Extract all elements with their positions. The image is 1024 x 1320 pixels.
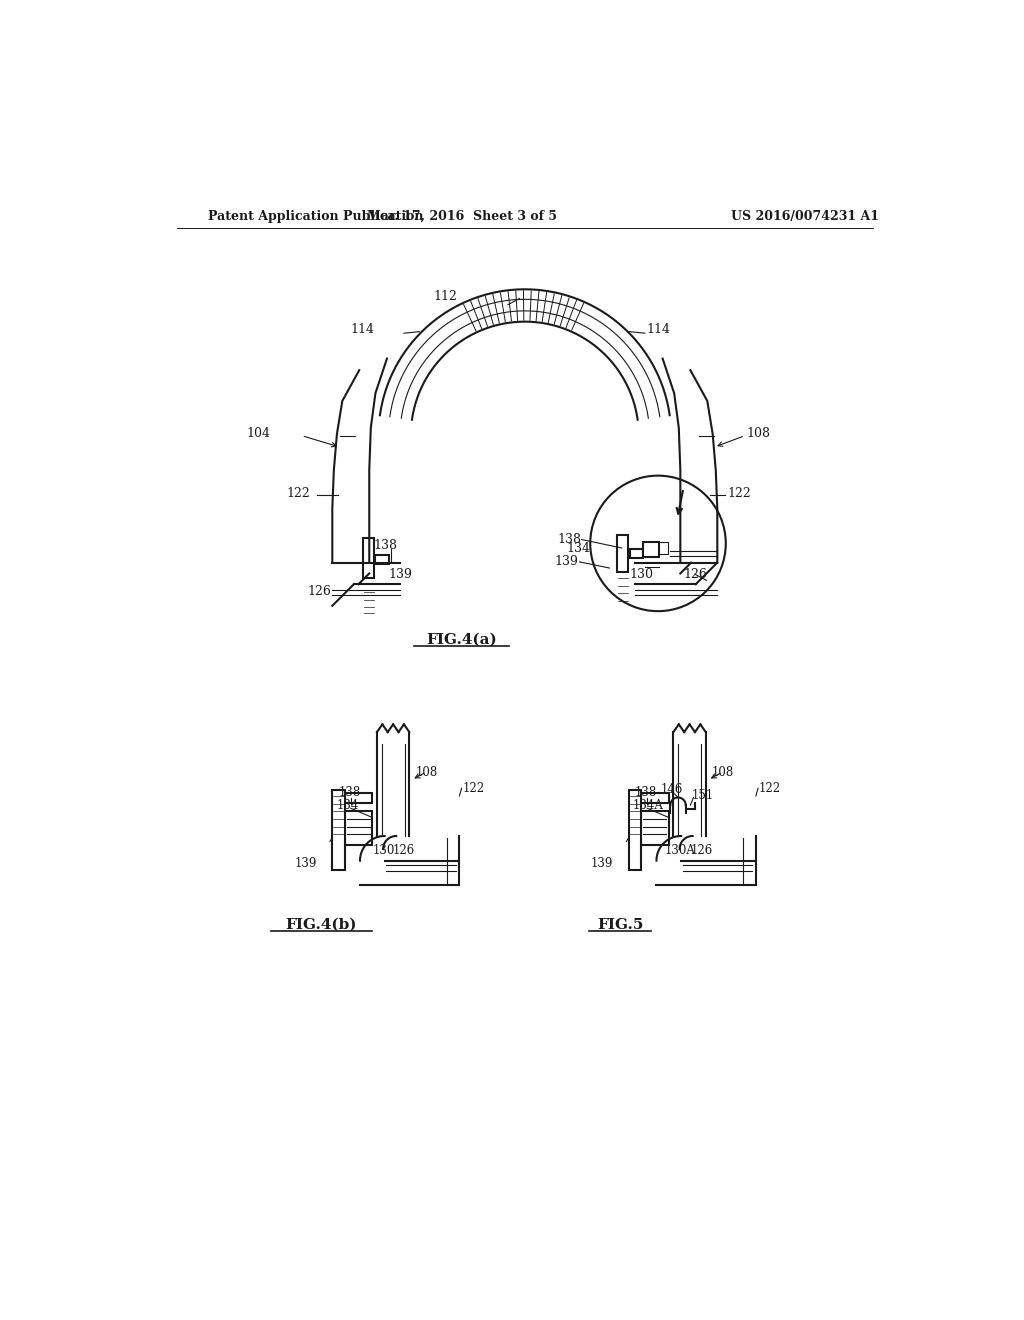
Text: 130: 130 xyxy=(630,568,653,581)
Text: 151: 151 xyxy=(692,789,714,803)
Text: FIG.4(a): FIG.4(a) xyxy=(426,632,497,647)
Bar xyxy=(643,541,658,557)
Text: 138: 138 xyxy=(635,787,657,800)
Text: 122: 122 xyxy=(287,487,310,500)
Text: 126: 126 xyxy=(691,843,714,857)
Text: Mar. 17, 2016  Sheet 3 of 5: Mar. 17, 2016 Sheet 3 of 5 xyxy=(367,210,557,223)
Bar xyxy=(345,793,373,803)
Text: 122: 122 xyxy=(759,781,781,795)
Text: 138: 138 xyxy=(339,787,360,800)
Bar xyxy=(376,554,389,564)
Text: 139: 139 xyxy=(295,857,316,870)
Text: 114: 114 xyxy=(646,323,671,335)
Text: 126: 126 xyxy=(307,585,332,598)
Text: 112: 112 xyxy=(434,289,458,302)
Text: 134: 134 xyxy=(566,543,590,556)
Text: 126: 126 xyxy=(683,568,708,581)
Text: 122: 122 xyxy=(463,781,484,795)
Bar xyxy=(658,541,668,554)
Text: 108: 108 xyxy=(746,426,770,440)
Text: 130A: 130A xyxy=(665,843,695,857)
Text: 108: 108 xyxy=(416,766,437,779)
Text: 114: 114 xyxy=(350,323,374,335)
Bar xyxy=(630,549,643,558)
Text: 139: 139 xyxy=(555,556,579,569)
Text: 138: 138 xyxy=(557,533,581,546)
Text: Patent Application Publication: Patent Application Publication xyxy=(208,210,423,223)
Text: 138: 138 xyxy=(373,539,397,552)
Text: 130: 130 xyxy=(373,843,394,857)
Bar xyxy=(617,535,628,572)
Text: 126: 126 xyxy=(392,843,415,857)
Text: 122: 122 xyxy=(727,487,751,500)
Bar xyxy=(345,812,373,845)
Text: 146: 146 xyxy=(662,783,683,796)
Bar xyxy=(629,789,641,870)
Text: 134A: 134A xyxy=(633,799,664,812)
Text: FIG.5: FIG.5 xyxy=(597,917,643,932)
Text: 104: 104 xyxy=(246,426,270,440)
Bar xyxy=(333,789,345,870)
Text: 108: 108 xyxy=(712,766,734,779)
Text: US 2016/0074231 A1: US 2016/0074231 A1 xyxy=(731,210,880,223)
Bar xyxy=(641,812,669,845)
Text: 139: 139 xyxy=(591,857,613,870)
Bar xyxy=(364,539,374,578)
Text: 134: 134 xyxy=(336,799,358,812)
Text: 139: 139 xyxy=(388,568,413,581)
Bar xyxy=(641,793,669,803)
Text: FIG.4(b): FIG.4(b) xyxy=(286,917,357,932)
